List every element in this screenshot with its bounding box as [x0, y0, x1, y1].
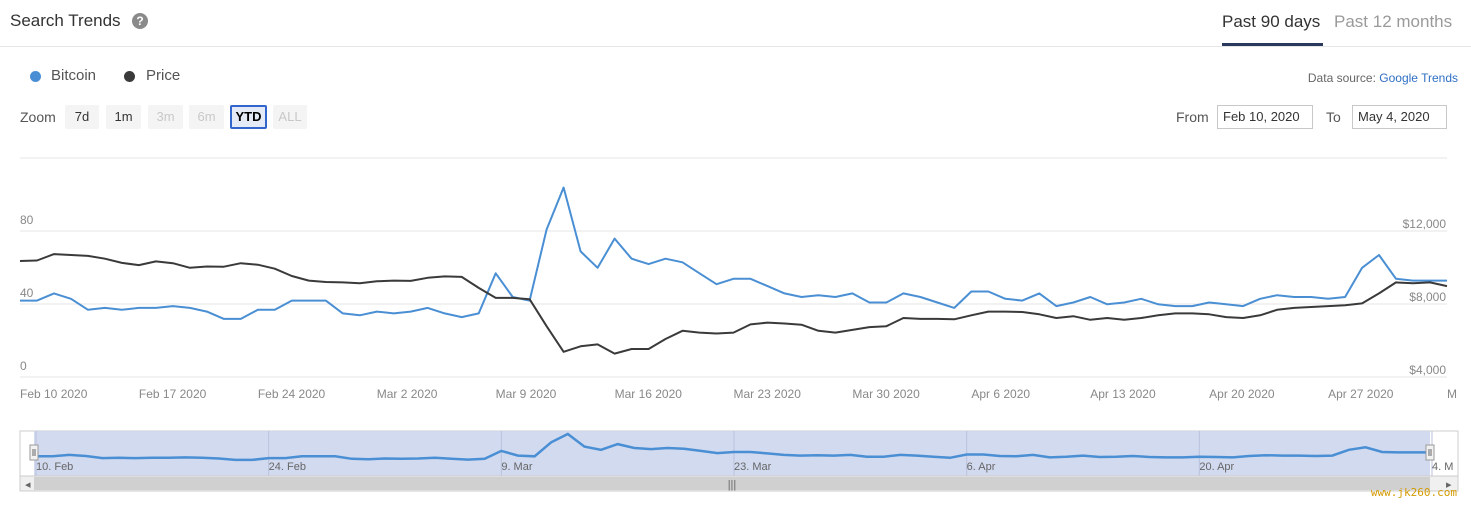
- to-date-input[interactable]: May 4, 2020: [1352, 105, 1447, 129]
- x-tick-label: Feb 17 2020: [139, 387, 207, 401]
- series-line-price: [19, 253, 1448, 355]
- x-tick-label: Mar 9 2020: [496, 387, 557, 401]
- search-trends-chart: 0 40 80 $4,000 $8,000 $12,000 Feb 10 2020 Feb…: [19, 157, 1459, 492]
- zoom-6m-button[interactable]: 6m: [189, 105, 224, 129]
- to-label: To: [1326, 109, 1341, 125]
- x-tick-label: Mar 16 2020: [615, 387, 683, 401]
- y-left-tick-label: 40: [20, 286, 34, 300]
- x-tick-label: Feb 24 2020: [258, 387, 326, 401]
- active-tab-indicator: [1222, 43, 1323, 46]
- tab-past-90-days[interactable]: Past 90 days: [1222, 12, 1321, 31]
- scrollbar-grip-icon: |||: [728, 479, 737, 491]
- navigator-tick-label: 10. Feb: [36, 461, 73, 473]
- zoom-7d-button[interactable]: 7d: [65, 105, 99, 129]
- x-tick-label: Apr 27 2020: [1328, 387, 1394, 401]
- x-tick-label: Mar 30 2020: [852, 387, 920, 401]
- navigator-tick-label: 20. Apr: [1199, 461, 1234, 473]
- x-tick-label: Apr 13 2020: [1090, 387, 1156, 401]
- page-title: Search Trends: [10, 11, 121, 30]
- header: Search Trends ? Past 90 days Past 12 mon…: [0, 0, 1471, 47]
- x-tick-label: M: [1447, 387, 1457, 401]
- legend-item-bitcoin[interactable]: Bitcoin: [51, 67, 97, 84]
- series-line-bitcoin: [20, 186, 1447, 320]
- legend-dot-price: [124, 71, 135, 82]
- tab-past-12-months[interactable]: Past 12 months: [1334, 12, 1453, 31]
- navigator-scrollbar-thumb[interactable]: [34, 477, 1430, 490]
- navigator-selection: [34, 431, 1430, 476]
- scroll-left-arrow-icon[interactable]: ◂: [25, 479, 31, 491]
- zoom-label: Zoom: [20, 109, 56, 125]
- navigator-tick-label: 4. M: [1432, 461, 1453, 473]
- data-source: Data source: Google Trends: [1308, 71, 1458, 85]
- y-left-tick-label: 80: [20, 213, 34, 227]
- zoom-ytd-button[interactable]: YTD: [230, 105, 267, 129]
- x-tick-label: Mar 2 2020: [377, 387, 438, 401]
- legend-item-price[interactable]: Price: [146, 67, 181, 84]
- y-left-tick-label: 0: [20, 359, 27, 373]
- data-source-label: Data source:: [1307, 71, 1376, 85]
- x-tick-label: Apr 20 2020: [1209, 387, 1275, 401]
- navigator-handle[interactable]: [29, 444, 39, 461]
- navigator-handle[interactable]: [1425, 444, 1435, 461]
- y-right-tick-label: $8,000: [1409, 290, 1446, 304]
- y-right-tick-label: $12,000: [1403, 217, 1447, 231]
- google-trends-link[interactable]: Google Trends: [1379, 71, 1458, 85]
- x-tick-label: Mar 23 2020: [734, 387, 802, 401]
- question-circle-icon[interactable]: ?: [132, 13, 148, 29]
- navigator-tick-label: 24. Feb: [269, 461, 306, 473]
- navigator-tick-label: 9. Mar: [501, 461, 533, 473]
- zoom-3m-button[interactable]: 3m: [148, 105, 183, 129]
- watermark: www.jk260.com: [1370, 486, 1457, 499]
- zoom-all-button[interactable]: ALL: [273, 105, 307, 129]
- navigator-tick-label: 23. Mar: [734, 461, 772, 473]
- x-tick-label: Apr 6 2020: [971, 387, 1030, 401]
- x-tick-label: Feb 10 2020: [20, 387, 88, 401]
- y-right-tick-label: $4,000: [1409, 363, 1446, 377]
- from-label: From: [1176, 109, 1209, 125]
- legend-dot-bitcoin: [30, 71, 41, 82]
- from-date-input[interactable]: Feb 10, 2020: [1217, 105, 1313, 129]
- zoom-1m-button[interactable]: 1m: [106, 105, 141, 129]
- navigator-series-bitcoin: [36, 432, 1432, 462]
- navigator-tick-label: 6. Apr: [967, 461, 996, 473]
- scroll-right-arrow-icon[interactable]: ▸: [1446, 479, 1452, 491]
